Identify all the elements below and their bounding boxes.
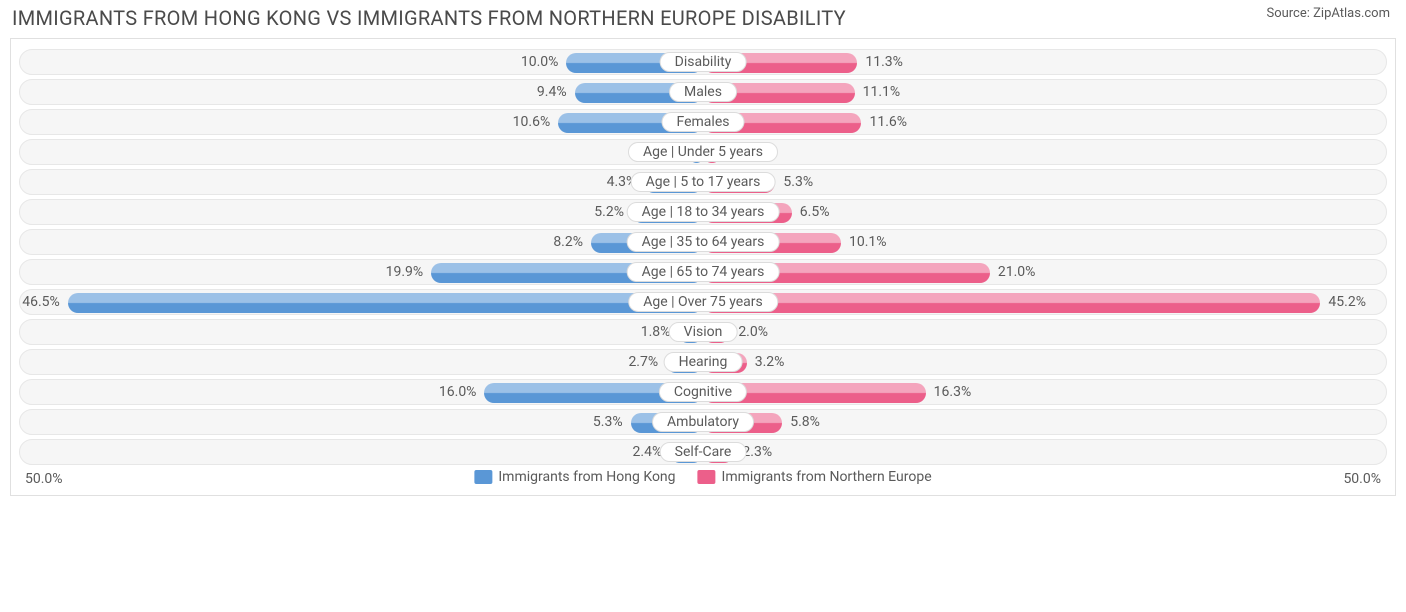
chart-row: 2.4% 2.3%Self-Care [19,439,1387,465]
legend-item-hk: Immigrants from Hong Kong [474,469,675,485]
chart-row: 8.2% 10.1% Age | 35 to 64 years [19,229,1387,255]
chart-footer: 50.0% 50.0% Immigrants from Hong Kong Im… [25,469,1381,493]
header: IMMIGRANTS FROM HONG KONG VS IMMIGRANTS … [0,0,1406,34]
chart-row: 10.0% 11.3% Disability [19,49,1387,75]
bar-left [68,293,703,313]
value-label-left: 10.6% [513,114,551,130]
value-label-right: 3.2% [755,354,785,370]
value-label-left: 10.0% [521,54,559,70]
category-label: Disability [660,52,747,72]
legend-label-ne: Immigrants from Northern Europe [722,469,932,485]
legend-swatch-hk [474,470,492,484]
value-label-right: 5.3% [783,174,813,190]
value-label-left: 8.2% [553,234,583,250]
chart-row: 9.4% 11.1% Males [19,79,1387,105]
value-label-left: 46.5% [22,294,60,310]
source-attribution: Source: ZipAtlas.com [1266,6,1390,21]
value-label-left: 16.0% [439,384,477,400]
value-label-right: 2.0% [738,324,768,340]
value-label-right: 16.3% [934,384,972,400]
category-label: Vision [669,322,738,342]
category-label: Self-Care [660,442,747,462]
value-label-left: 5.2% [594,204,624,220]
category-label: Age | Under 5 years [628,142,778,162]
legend-swatch-ne [698,470,716,484]
chart-area: 10.0%11.3%Disability9.4%11.1%Males10.6%1… [10,38,1396,496]
axis-label-right: 50.0% [1343,471,1381,487]
chart-row: 1.8% 2.0%Vision [19,319,1387,345]
category-label: Cognitive [659,382,747,402]
value-label-left: 19.9% [386,264,424,280]
value-label-right: 45.2% [1328,294,1366,310]
chart-row: 4.3%5.3%Age | 5 to 17 years [19,169,1387,195]
value-label-right: 5.8% [790,414,820,430]
category-label: Males [669,82,737,102]
legend-label-hk: Immigrants from Hong Kong [498,469,675,485]
chart-row: 2.7% 3.2% Hearing [19,349,1387,375]
chart-row: 10.6% 11.6% Females [19,109,1387,135]
category-label: Age | Over 75 years [628,292,778,312]
value-label-left: 2.4% [633,444,663,460]
chart-row: 0.95%1.3%Age | Under 5 years [19,139,1387,165]
value-label-right: 2.3% [742,444,772,460]
chart-row: 19.9% 21.0% Age | 65 to 74 years [19,259,1387,285]
axis-label-left: 50.0% [25,471,63,487]
value-label-right: 21.0% [998,264,1036,280]
value-label-right: 11.3% [865,54,903,70]
value-label-right: 10.1% [849,234,887,250]
bar-right [703,293,1320,313]
chart-row: 5.2% 6.5% Age | 18 to 34 years [19,199,1387,225]
value-label-right: 11.1% [863,84,901,100]
value-label-right: 6.5% [800,204,830,220]
category-label: Ambulatory [652,412,754,432]
legend-item-ne: Immigrants from Northern Europe [698,469,932,485]
chart-row: 46.5% 45.2% Age | Over 75 years [19,289,1387,315]
legend: Immigrants from Hong Kong Immigrants fro… [474,469,931,485]
category-label: Age | 5 to 17 years [631,172,776,192]
value-label-right: 11.6% [869,114,907,130]
value-label-left: 1.8% [641,324,671,340]
category-label: Age | 65 to 74 years [627,262,780,282]
category-label: Age | 35 to 64 years [627,232,780,252]
category-label: Age | 18 to 34 years [627,202,780,222]
chart-row: 5.3% 5.8% Ambulatory [19,409,1387,435]
chart-row: 16.0% 16.3% Cognitive [19,379,1387,405]
rows-container: 10.0%11.3%Disability9.4%11.1%Males10.6%1… [11,49,1395,465]
value-label-left: 2.7% [628,354,658,370]
chart-title: IMMIGRANTS FROM HONG KONG VS IMMIGRANTS … [12,6,846,30]
value-label-left: 9.4% [537,84,567,100]
value-label-left: 5.3% [593,414,623,430]
category-label: Females [662,112,745,132]
category-label: Hearing [664,352,743,372]
